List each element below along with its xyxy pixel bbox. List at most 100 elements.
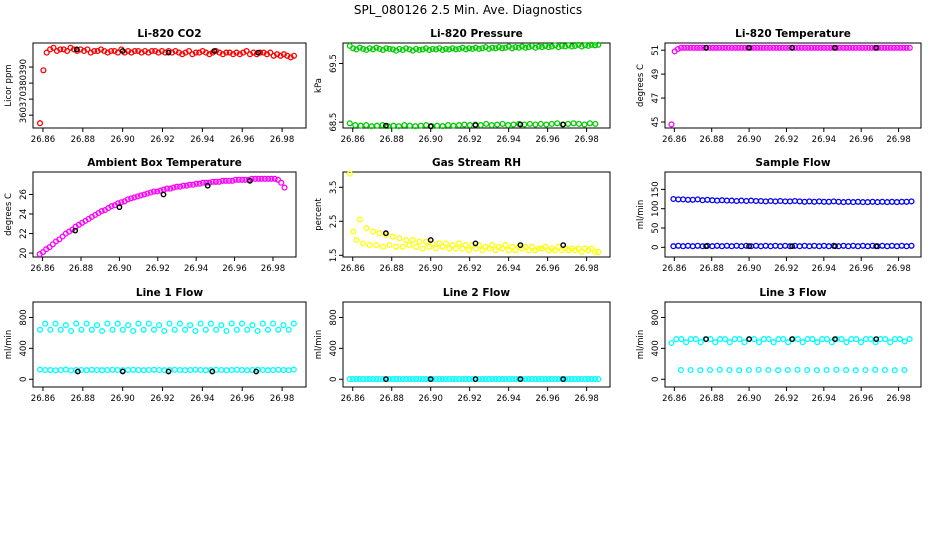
data-point	[235, 176, 242, 183]
x-tick-label: 26.92	[458, 135, 482, 145]
data-point	[57, 46, 64, 53]
marker-point	[472, 240, 479, 247]
data-point	[881, 366, 888, 374]
data-point	[562, 376, 569, 383]
data-point	[704, 196, 711, 203]
x-tick-label: 26.92	[458, 264, 482, 274]
marker-point	[873, 243, 880, 250]
data-point	[791, 197, 798, 205]
data-point	[346, 170, 353, 177]
data-point	[261, 175, 268, 182]
y-tick-label: 800	[329, 309, 339, 325]
data-point	[406, 376, 413, 383]
data-point	[595, 376, 602, 383]
data-point	[239, 176, 246, 183]
data-point	[469, 45, 476, 52]
data-point	[595, 41, 602, 48]
data-point	[466, 247, 473, 254]
x-tick-label: 26.90	[737, 264, 761, 274]
data-point	[568, 43, 575, 50]
data-point	[825, 198, 832, 205]
data-point	[429, 45, 436, 52]
data-point	[770, 44, 777, 51]
data-point	[278, 179, 285, 186]
data-point	[732, 44, 739, 51]
data-point	[850, 199, 857, 206]
data-point	[419, 46, 426, 53]
data-point	[409, 376, 416, 383]
data-point	[134, 193, 141, 200]
data-point	[786, 44, 793, 51]
y-tick-label: 370	[19, 91, 29, 107]
data-point	[804, 366, 811, 374]
x-tick-label: 26.98	[574, 264, 598, 274]
data-point	[852, 367, 859, 374]
data-point	[700, 44, 707, 51]
data-point	[748, 197, 755, 204]
data-point	[436, 240, 443, 247]
data-point	[350, 228, 357, 235]
data-point	[809, 336, 816, 343]
y-tick-label: 3.5	[329, 181, 339, 195]
data-point	[752, 242, 760, 249]
data-point	[542, 243, 549, 250]
data-point	[754, 44, 761, 51]
data-point	[223, 327, 230, 335]
data-point	[840, 199, 847, 206]
data-point	[840, 242, 847, 249]
data-point	[537, 120, 544, 127]
data-point	[853, 336, 860, 343]
data-point	[280, 366, 287, 374]
data-point	[763, 44, 770, 51]
data-point	[588, 245, 595, 252]
data-point	[124, 196, 131, 203]
data-point	[181, 326, 189, 333]
x-tick-label: 26.88	[380, 264, 404, 274]
data-point	[233, 326, 240, 333]
data-point	[823, 366, 830, 374]
data-point	[582, 42, 589, 49]
data-point	[808, 44, 815, 51]
data-point	[562, 43, 569, 50]
data-point	[104, 320, 111, 327]
x-tick-label: 26.90	[110, 394, 134, 404]
data-point	[725, 44, 732, 51]
marker-point	[832, 44, 838, 51]
data-point	[709, 44, 716, 51]
data-point	[751, 336, 758, 343]
data-point	[190, 181, 197, 188]
data-point	[762, 242, 769, 249]
data-point	[373, 242, 380, 249]
data-point	[591, 248, 599, 255]
data-point	[854, 198, 862, 205]
x-tick-label: 26.94	[496, 264, 520, 274]
data-point	[114, 320, 121, 327]
x-tick-label: 26.88	[71, 135, 95, 145]
data-point	[820, 242, 828, 249]
data-point	[709, 197, 716, 204]
data-point	[207, 320, 214, 327]
marker-point	[703, 243, 709, 250]
data-point	[510, 121, 517, 128]
data-point	[755, 339, 763, 346]
data-point	[525, 376, 532, 383]
data-point	[865, 44, 872, 51]
data-point	[406, 46, 413, 53]
data-point	[894, 44, 901, 51]
x-tick-label: 26.90	[419, 135, 443, 145]
data-point	[494, 121, 501, 128]
x-tick-label: 26.94	[496, 135, 520, 145]
data-point	[502, 44, 509, 51]
data-point	[680, 196, 687, 203]
x-tick-label: 26.96	[535, 394, 559, 404]
data-point	[356, 376, 363, 383]
data-point	[828, 339, 835, 346]
data-point	[668, 339, 675, 347]
data-point	[199, 179, 206, 186]
data-point	[432, 46, 440, 53]
y-tick-label: 49	[651, 69, 661, 80]
plot-frame	[342, 301, 611, 388]
data-point	[187, 322, 194, 329]
data-point	[519, 43, 526, 50]
data-point	[466, 376, 473, 383]
